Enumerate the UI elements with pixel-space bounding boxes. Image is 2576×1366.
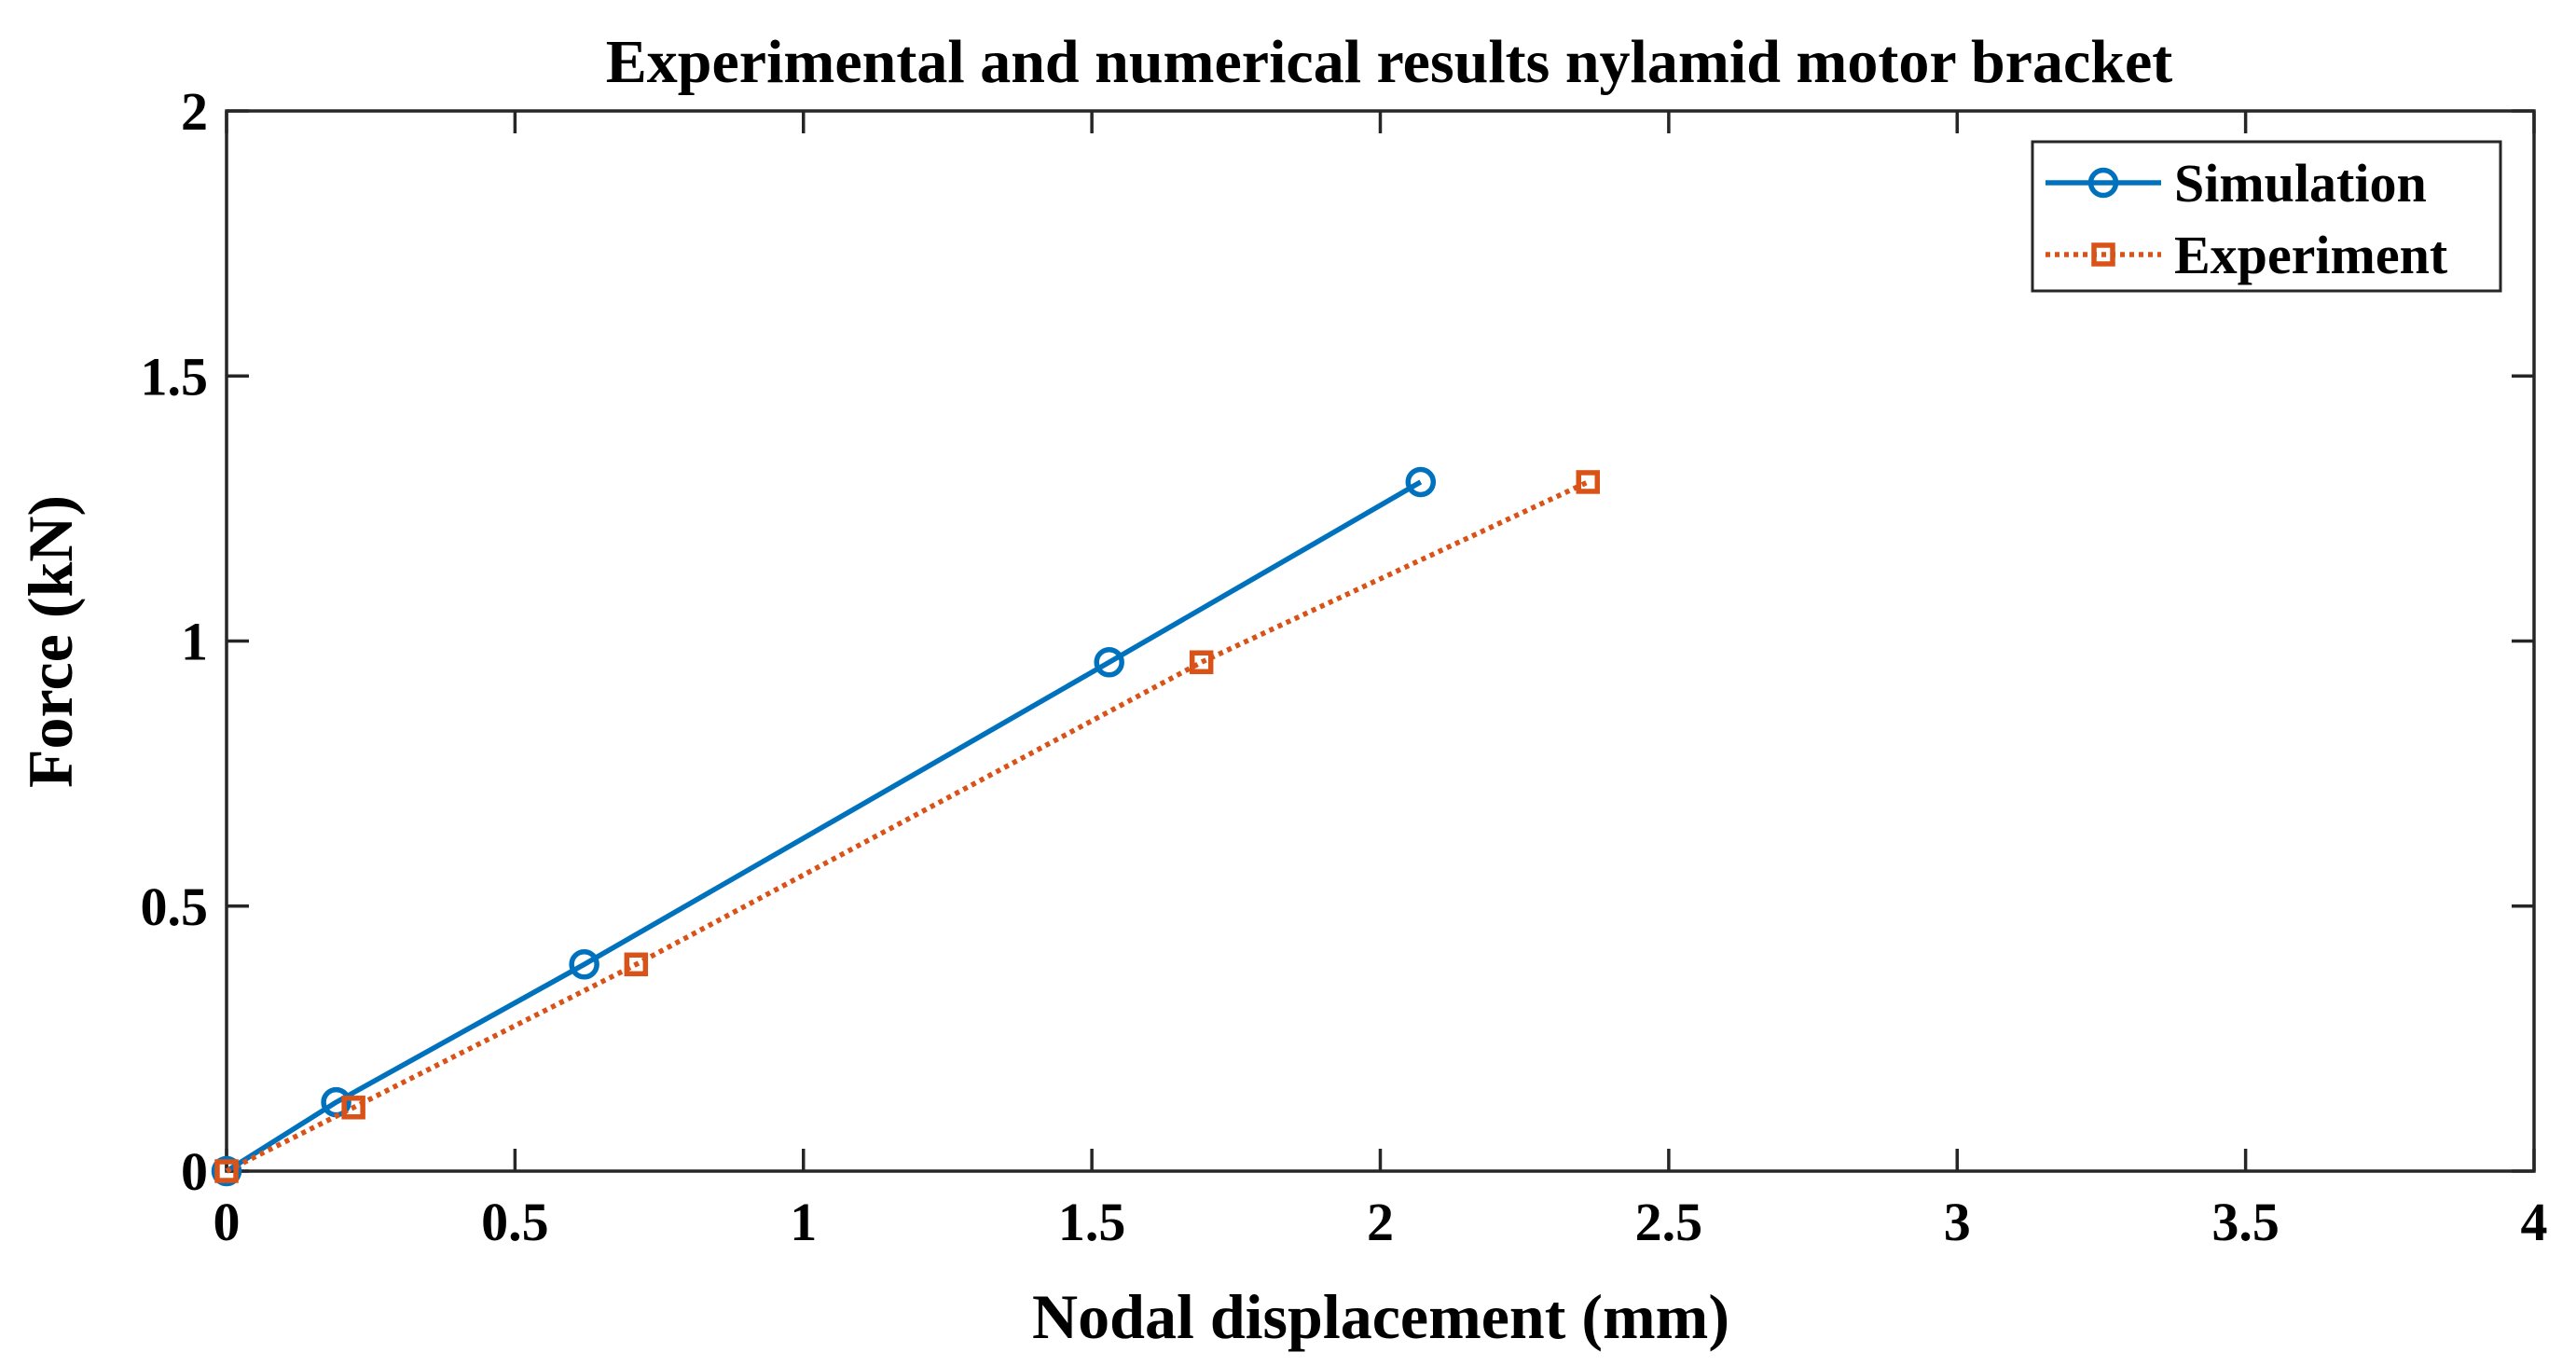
legend: Simulation Experiment: [2031, 140, 2502, 293]
series-simulation: [211, 466, 1437, 1187]
x-tick-label: 2: [1367, 1192, 1394, 1252]
data-point-experiment: [624, 952, 649, 977]
y-tick-label: 0: [181, 1141, 208, 1202]
legend-marker-experiment: [2091, 242, 2115, 267]
data-point-experiment: [214, 1159, 239, 1183]
data-point-simulation: [211, 1155, 242, 1187]
data-point-simulation: [1094, 646, 1124, 678]
legend-label-simulation: Simulation: [2174, 153, 2427, 214]
x-tick-label: 0: [214, 1192, 241, 1252]
data-point-experiment: [341, 1096, 365, 1120]
y-axis-label: Force (kN): [15, 495, 86, 788]
x-tick-label: 0.5: [481, 1192, 549, 1252]
y-tick-label: 2: [181, 81, 208, 142]
data-point-simulation: [1405, 466, 1437, 498]
x-tick-label: 4: [2521, 1192, 2548, 1252]
series-line-experiment: [225, 479, 1590, 1174]
chart-title: Experimental and numerical results nylam…: [606, 28, 2173, 96]
legend-marker-simulation: [2087, 167, 2119, 199]
y-tick-label: 1: [181, 612, 208, 672]
x-axis-label: Nodal displacement (mm): [1032, 1281, 1729, 1352]
y-tick-label: 1.5: [141, 346, 209, 407]
y-tick-label: 0.5: [141, 876, 209, 937]
data-point-simulation: [569, 949, 599, 980]
series-experiment: [214, 470, 1600, 1183]
legend-label-experiment: Experiment: [2174, 225, 2448, 285]
data-point-experiment: [1189, 650, 1214, 674]
data-point-experiment: [1576, 470, 1600, 494]
x-tick-label: 1: [790, 1192, 817, 1252]
series-line-simulation: [225, 479, 1423, 1174]
x-tick-label: 2.5: [1635, 1192, 1703, 1252]
x-tick-label: 3.5: [2211, 1192, 2280, 1252]
x-tick-label: 3: [1944, 1192, 1971, 1252]
x-tick-label: 1.5: [1058, 1192, 1126, 1252]
